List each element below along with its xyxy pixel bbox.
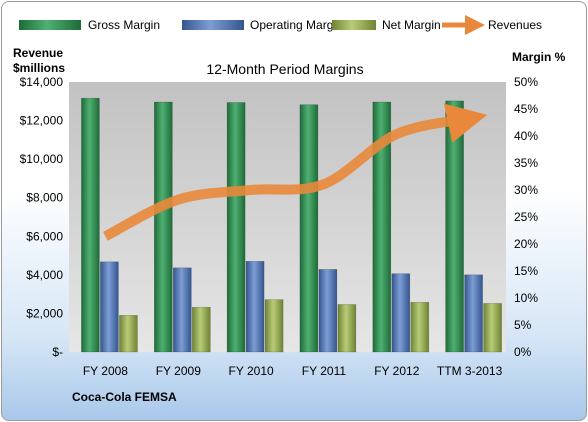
right-axis-ticks: 0% 5% 10% 15% 20% 25% 30% 35% 40% 45% 50%	[514, 75, 538, 359]
bar-operating-margin-4	[391, 273, 411, 353]
right-tick-label: 25%	[514, 210, 538, 224]
bar-net-margin-4	[410, 301, 430, 353]
right-tick-label: 15%	[514, 264, 538, 278]
svg-text:Revenues: Revenues	[488, 18, 542, 32]
bar-operating-margin-1	[173, 267, 192, 353]
right-tick-label: 5%	[514, 318, 532, 332]
category-label: FY 2009	[156, 364, 201, 378]
legend: Gross Margin Operating Margin Net Margin…	[19, 15, 542, 35]
left-tick-label: $2,000	[26, 306, 63, 320]
revenue-line-layer	[103, 103, 488, 241]
right-tick-label: 10%	[514, 291, 538, 305]
revenues-line	[103, 103, 488, 241]
bar-net-margin-3	[337, 304, 357, 353]
svg-text:Operating Margin: Operating Margin	[250, 18, 343, 32]
bar-gross-margin-4	[372, 101, 392, 353]
bar-net-margin-5	[483, 303, 502, 353]
right-tick-label: 35%	[514, 156, 538, 170]
svg-text:Gross Margin: Gross Margin	[88, 18, 160, 32]
left-tick-label: $4,000	[26, 268, 63, 282]
bar-gross-margin-0	[81, 97, 100, 353]
category-label: TTM 3-2013	[437, 364, 503, 378]
bar-operating-margin-3	[318, 269, 338, 353]
legend-item-gross-margin: Gross Margin	[19, 18, 160, 32]
left-tick-label: $6,000	[26, 229, 63, 243]
left-tick-label: $8,000	[26, 191, 63, 205]
bar-operating-margin-0	[100, 261, 119, 353]
left-tick-label: $10,000	[20, 152, 64, 166]
category-label: FY 2008	[83, 364, 128, 378]
bar-gross-margin-1	[154, 101, 173, 353]
right-tick-label: 20%	[514, 237, 538, 251]
legend-item-net-margin: Net Margin	[332, 18, 441, 32]
category-label: FY 2011	[302, 364, 347, 378]
bar-gross-margin-5	[445, 100, 464, 353]
right-tick-label: 0%	[514, 345, 532, 359]
bar-gross-margin-2	[226, 102, 246, 353]
left-tick-label: $14,000	[20, 75, 64, 89]
category-labels: FY 2008 FY 2009 FY 2010 FY 2011 FY 2012 TTM 3…	[83, 364, 503, 378]
category-label: FY 2010	[229, 364, 274, 378]
left-tick-label: $-	[52, 345, 63, 359]
legend-item-operating-margin: Operating Margin	[182, 18, 343, 32]
legend-item-revenues: Revenues	[442, 15, 542, 35]
svg-text:Net Margin: Net Margin	[382, 18, 441, 32]
bars-layer	[81, 97, 502, 353]
bar-net-margin-0	[119, 314, 138, 353]
left-axis-title-line1: Revenue	[13, 46, 63, 60]
company-label: Coca-Cola FEMSA	[72, 390, 177, 404]
bar-operating-margin-5	[464, 274, 483, 353]
bar-net-margin-1	[192, 306, 211, 353]
right-axis-title: Margin %	[512, 50, 566, 64]
left-axis-title-line2: $millions	[13, 61, 65, 75]
category-label: FY 2012	[374, 364, 419, 378]
right-tick-label: 30%	[514, 183, 538, 197]
chart-title: 12-Month Period Margins	[206, 61, 363, 77]
right-tick-label: 50%	[514, 75, 538, 89]
left-tick-label: $12,000	[20, 114, 64, 128]
left-axis-ticks: $- $2,000 $4,000 $6,000 $8,000 $10,000 $12,000…	[20, 75, 64, 359]
right-tick-label: 45%	[514, 102, 538, 116]
bar-gross-margin-3	[299, 104, 319, 353]
bar-net-margin-2	[264, 299, 284, 353]
bar-operating-margin-2	[245, 260, 265, 353]
right-tick-label: 40%	[514, 129, 538, 143]
